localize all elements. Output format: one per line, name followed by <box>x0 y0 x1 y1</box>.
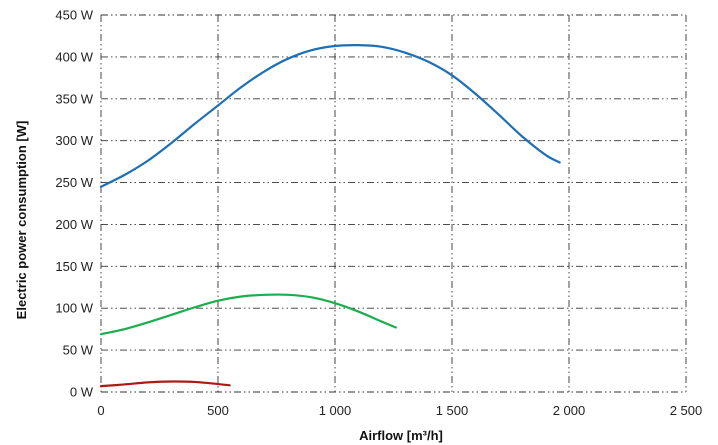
y-tick-label: 450 W <box>55 8 93 23</box>
y-axis-title: Electric power consumption [W] <box>14 121 29 320</box>
y-tick-label: 400 W <box>55 49 93 64</box>
series-line-1 <box>99 44 561 188</box>
x-tick-label: 2 000 <box>553 403 586 418</box>
y-tick-label: 150 W <box>55 259 93 274</box>
x-axis-title: Airflow [m³/h] <box>359 428 443 443</box>
x-tick-label: 0 <box>97 403 104 418</box>
y-tick-label: 300 W <box>55 133 93 148</box>
y-tick-label: 0 W <box>70 385 94 400</box>
y-tick-label: 50 W <box>63 343 94 358</box>
series-layer <box>99 44 561 388</box>
y-tick-label: 100 W <box>55 301 93 316</box>
y-tick-label: 350 W <box>55 91 93 106</box>
x-tick-labels: 0 500 1 000 1 500 2 000 2 500 <box>97 403 702 418</box>
x-tick-label: 2 500 <box>670 403 703 418</box>
y-tick-labels: 0 W 50 W 100 W 150 W 200 W 250 W 300 W 350 W 400… <box>55 8 93 400</box>
grid-lines <box>100 14 687 393</box>
x-tick-label: 500 <box>207 403 229 418</box>
series-line-2 <box>99 293 397 336</box>
y-tick-label: 200 W <box>55 217 93 232</box>
y-tick-label: 250 W <box>55 175 93 190</box>
x-tick-label: 1 000 <box>319 403 352 418</box>
x-tick-label: 1 500 <box>436 403 469 418</box>
series-line-3 <box>99 380 231 388</box>
